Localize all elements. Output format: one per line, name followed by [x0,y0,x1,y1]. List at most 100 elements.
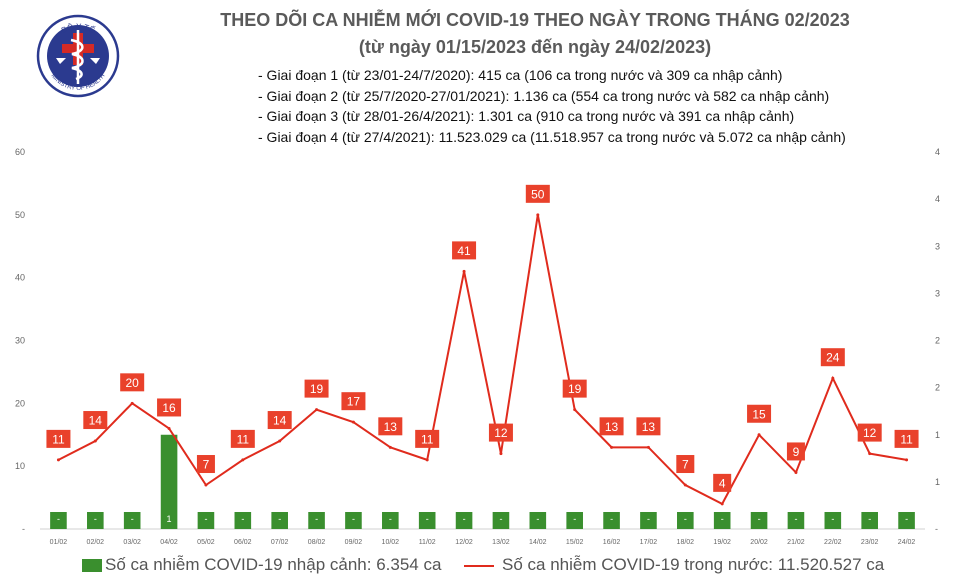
line-data-label: 4 [719,476,726,490]
line-data-label-box [894,429,919,448]
right-axis-tick-label: 3 [935,241,940,251]
x-axis-tick-label: 06/02 [234,539,252,546]
imported-cases-bar [160,434,178,529]
right-axis-tick-label: 1 [935,477,940,487]
line-data-label-box [713,473,732,492]
line-data-label: 11 [421,432,434,446]
x-axis-tick-label: 23/02 [861,539,879,546]
line-data-label: 19 [310,382,324,396]
x-axis-tick-label: 24/02 [898,539,916,546]
line-data-point [425,458,429,462]
line-data-point [646,445,650,449]
right-axis-tick-label: - [935,524,938,534]
line-data-point [130,401,134,405]
x-axis-tick-label: 16/02 [603,539,621,546]
line-data-point [905,458,909,462]
line-data-label: 11 [52,432,65,446]
line-data-label: 7 [682,458,689,472]
imported-cases-bar [418,512,436,529]
x-axis-tick-label: 21/02 [787,539,805,546]
imported-cases-bar [898,512,915,529]
line-data-label-box [304,379,329,398]
imported-cases-bar [713,512,731,529]
left-axis-tick-label: 10 [15,461,25,471]
imported-cases-bar [87,512,104,529]
x-axis-tick-label: 04/02 [160,539,178,546]
line-data-label: 15 [752,407,766,421]
legend-bar-swatch [82,559,102,573]
line-data-point [388,445,392,449]
line-data-label: 41 [457,244,471,258]
line-data-label: 16 [162,401,176,415]
line-data-label-box [820,348,845,367]
line-data-label: 13 [642,420,656,434]
line-data-label: 11 [237,432,250,446]
imported-cases-bar [529,512,547,529]
line-data-label-box [452,241,477,260]
bar-data-label: - [831,514,834,524]
bar-data-label: - [57,514,60,524]
right-axis-tick-label: 2 [935,383,940,393]
line-data-point [351,420,355,424]
x-axis-tick-label: 22/02 [824,539,842,546]
line-data-label-box [786,442,805,461]
imported-cases-bar [824,512,842,529]
line-data-label: 50 [531,187,545,201]
bar-data-label: - [758,514,761,524]
line-data-point [315,408,319,412]
imported-cases-bar [787,512,805,529]
line-data-label-box [747,404,772,423]
x-axis-tick-label: 20/02 [750,539,768,546]
x-axis-tick-label: 12/02 [455,539,473,546]
line-data-label: 14 [273,414,287,428]
chart-subtitle: (từ ngày 01/15/2023 đến ngày 24/02/2023) [358,37,712,57]
line-data-label: 9 [793,445,800,459]
right-axis-tick-label: 1 [935,430,940,440]
line-data-label-box [267,411,292,430]
line-data-label: 13 [384,420,398,434]
x-axis-tick-label: 14/02 [529,539,547,546]
imported-cases-bar [197,512,215,529]
bar-data-label: - [131,514,134,524]
domestic-cases-line [57,214,907,506]
stage-summary: - Giai đoạn 1 (từ 23/01-24/7/2020): 415 … [258,65,846,147]
logo-text-top: BỘ Y TẾ [60,22,97,35]
bar-data-label: - [278,514,281,524]
stage-4-summary: - Giai đoạn 4 (từ 27/4/2021): 11.523.029… [258,128,846,145]
line-data-label-box [230,429,255,448]
bar-data-label: - [352,514,355,524]
bar-data-label: - [794,514,797,524]
imported-cases-bar [603,512,620,529]
left-axis-tick-label: 50 [15,210,25,220]
x-axis-tick-label: 07/02 [271,539,289,546]
bar-data-label: - [499,514,502,524]
x-axis-tick-label: 10/02 [382,539,400,546]
line-data-label-box [488,423,513,442]
bar-data-label: - [463,514,466,524]
line-data-label: 14 [89,414,103,428]
ministry-of-health-logo: BỘ Y TẾ MINISTRY OF HEALTH [36,14,120,98]
line-data-point [56,458,60,462]
line-data-point [536,213,540,217]
chart-title: THEO DÕI CA NHIỄM MỚI COVID-19 THEO NGÀY… [220,10,850,30]
imported-cases-bar [123,512,141,529]
bar-data-label: - [721,514,724,524]
x-axis-tick-label: 18/02 [677,539,695,546]
line-data-label-box [83,411,108,430]
bar-data-label: - [684,514,687,524]
bar-data-label: - [241,514,244,524]
stage-2-summary: - Giai đoạn 2 (từ 25/7/2020-27/01/2021):… [258,87,830,104]
legend-line-label: Số ca nhiễm COVID-19 trong nước: 11.520.… [502,555,885,574]
line-data-point [167,426,171,430]
line-data-label-box [525,184,550,203]
x-axis-tick-label: 17/02 [640,539,658,546]
line-data-point [573,408,577,412]
line-data-label-box [46,429,71,448]
x-axis-tick-label: 11/02 [419,539,436,546]
x-axis-tick-label: 03/02 [123,539,141,546]
imported-cases-bar [271,512,288,529]
x-axis-tick-label: 08/02 [308,539,326,546]
line-data-point [831,376,835,380]
x-axis-tick-label: 15/02 [566,539,584,546]
